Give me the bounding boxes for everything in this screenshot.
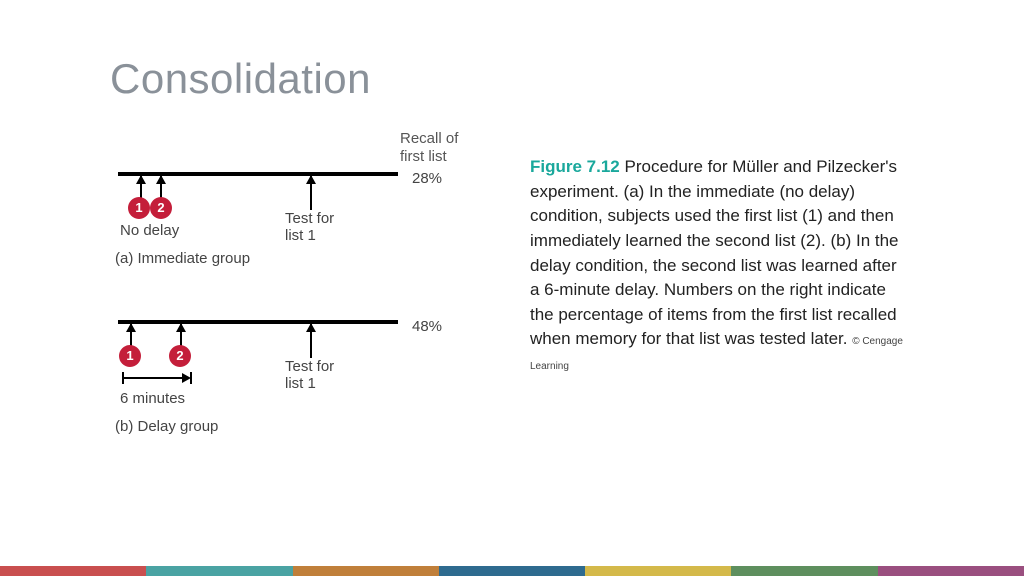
footer-segment: [731, 566, 877, 576]
arrow-b-1: [130, 324, 132, 346]
marker-b-2: 2: [169, 345, 191, 367]
footer-segment: [293, 566, 439, 576]
figure-caption: Figure 7.12 Procedure for Mül­ler and Pi…: [530, 155, 910, 377]
no-delay-label: No delay: [120, 222, 179, 239]
footer-segment: [878, 566, 1024, 576]
recall-header-l1: Recall of: [400, 130, 458, 147]
test-label-a: Test for list 1: [285, 210, 334, 244]
percent-a: 28%: [412, 170, 442, 187]
test-b-l2: list 1: [285, 375, 316, 392]
test-b-l1: Test for: [285, 358, 334, 375]
group-label-a: (a) Immediate group: [115, 250, 250, 267]
arrow-a-test: [310, 176, 312, 210]
figure-label: Figure 7.12: [530, 157, 620, 176]
arrow-a-1: [140, 176, 142, 198]
test-label-b: Test for list 1: [285, 358, 334, 392]
arrow-b-test: [310, 324, 312, 358]
footer-segment: [146, 566, 292, 576]
test-a-l2: list 1: [285, 227, 316, 244]
recall-header-l2: first list: [400, 148, 447, 165]
caption-text: Procedure for Mül­ler and Pilzecker's ex…: [530, 157, 899, 348]
marker-a-1: 1: [128, 197, 150, 219]
figure-diagrams: Recall of first list 1 2 No delay Test f…: [100, 130, 480, 500]
footer-stripe: [0, 566, 1024, 576]
recall-header: Recall of first list: [400, 130, 458, 166]
group-label-b: (b) Delay group: [115, 418, 218, 435]
marker-b-1: 1: [119, 345, 141, 367]
percent-b: 48%: [412, 318, 442, 335]
bracket-line: [122, 377, 184, 379]
arrow-a-2: [160, 176, 162, 198]
footer-segment: [585, 566, 731, 576]
six-min-label: 6 minutes: [120, 390, 185, 407]
marker-a-2: 2: [150, 197, 172, 219]
footer-segment: [0, 566, 146, 576]
bracket-right-tick: [190, 372, 192, 384]
page-title: Consolidation: [110, 55, 371, 103]
timeline-b: [118, 320, 398, 324]
footer-segment: [439, 566, 585, 576]
arrow-b-2: [180, 324, 182, 346]
test-a-l1: Test for: [285, 210, 334, 227]
